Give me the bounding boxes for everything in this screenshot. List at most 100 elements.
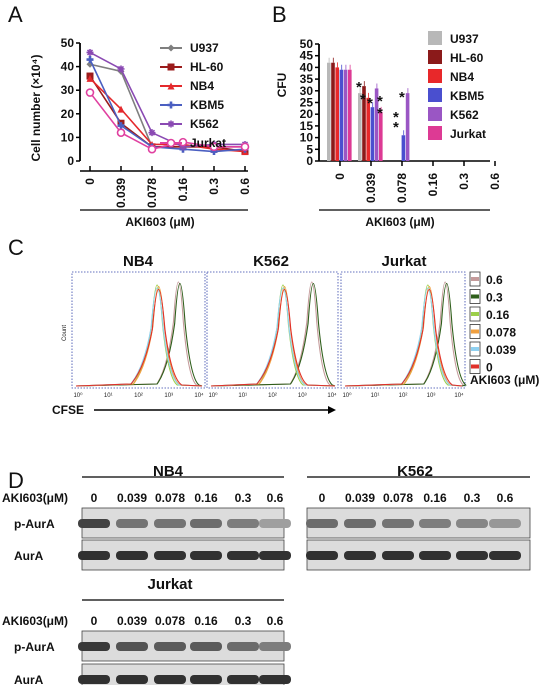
bar-nb4	[335, 67, 339, 161]
p-aura-band	[344, 519, 376, 528]
marker-triangle	[117, 105, 125, 113]
dose-label: 0.16	[423, 491, 447, 505]
aura-band	[456, 551, 488, 560]
flow-x-tick-label: 10³	[298, 393, 307, 399]
series-line	[89, 92, 245, 151]
legend-label-a: HL-60	[190, 60, 224, 74]
dose-label: 0.16	[194, 614, 218, 628]
aura-band	[227, 551, 259, 560]
x-tick-label-b: 0.3	[457, 173, 471, 190]
flow-title-nb4: NB4	[123, 253, 154, 270]
legend-label-a: NB4	[190, 79, 214, 93]
flow-histogram-curve	[344, 288, 463, 387]
flow-x-tick-label: 10⁴	[454, 392, 464, 399]
ylabel-a: Cell number (×10⁴)	[29, 55, 43, 162]
aura-band	[489, 551, 521, 560]
flow-histogram-curve	[210, 287, 336, 387]
band-label: AurA	[14, 549, 44, 563]
marker-triangle	[86, 74, 94, 82]
legend-label-b: HL-60	[450, 51, 484, 65]
p-aura-band	[154, 642, 186, 651]
flow-legend-title: AKI603 (μM)	[470, 373, 539, 387]
flow-ylabel: Count	[62, 325, 68, 341]
flow-histogram-curve	[344, 285, 463, 387]
y-tick-label-b: 45	[300, 49, 314, 63]
panel-label-c: C	[8, 235, 24, 260]
flow-frame	[206, 271, 339, 389]
band-label: p-AurA	[14, 640, 55, 654]
legend-label-a: U937	[190, 41, 219, 55]
x-tick-label-b: 0.16	[426, 173, 440, 197]
flow-histogram-curve	[75, 285, 203, 387]
legend-swatch-b	[428, 31, 442, 45]
aura-band	[116, 551, 148, 560]
aura-band	[227, 675, 259, 684]
marker-triangle	[167, 82, 175, 90]
flow-title-jurkat: Jurkat	[381, 253, 426, 270]
flow-histogram-curve	[344, 282, 467, 387]
flow-legend-label: 0.039	[486, 343, 516, 357]
y-tick-label-a: 50	[61, 36, 75, 50]
significance-star: *	[377, 105, 383, 122]
series-line	[89, 51, 245, 148]
y-tick-label-a: 0	[67, 154, 74, 168]
flow-legend-label: 0.6	[486, 273, 503, 287]
y-tick-label-a: 20	[61, 107, 75, 121]
bar-jurkat	[379, 111, 383, 161]
y-tick-label-b: 25	[300, 96, 314, 110]
y-tick-label-a: 40	[61, 60, 75, 74]
y-tick-label-b: 35	[300, 72, 314, 86]
legend-swatch-b	[428, 107, 442, 121]
significance-star: *	[360, 91, 366, 108]
dose-label: 0	[91, 491, 98, 505]
dose-label: 0.3	[464, 491, 481, 505]
flow-histogram-curve	[210, 285, 336, 387]
p-aura-band	[259, 642, 291, 651]
dose-row-label: AKI603(μM)	[2, 491, 68, 505]
aura-band	[78, 551, 110, 560]
marker-cross	[117, 122, 125, 130]
y-tick-label-b: 15	[300, 119, 314, 133]
dose-label: 0.6	[497, 491, 514, 505]
bar-k562	[405, 93, 410, 161]
xlabel-b: AKI603 (μM)	[365, 215, 434, 229]
flow-legend-label: 0.16	[486, 308, 510, 322]
blot-k562: 0 0.039 0.078 0.16 0.3 0.6	[306, 476, 531, 571]
dose-row-label: AKI603(μM)	[2, 614, 68, 628]
y-tick-label-b: 30	[300, 84, 314, 98]
legend-swatch-b	[428, 69, 442, 83]
aura-band	[154, 675, 186, 684]
flow-histogram-curve	[210, 282, 336, 387]
x-tick-label-b: 0.039	[364, 173, 378, 203]
significance-star: *	[393, 109, 399, 126]
x-tick-label-a: 0	[83, 178, 97, 185]
bar-u937	[327, 62, 331, 161]
ylabel-b: CFU	[275, 73, 289, 98]
bar-k562	[343, 69, 348, 161]
dose-label: 0.6	[267, 491, 284, 505]
flow-x-tick-label: 10⁰	[342, 392, 352, 399]
aura-band	[190, 675, 222, 684]
aura-band	[382, 551, 414, 560]
y-tick-label-a: 30	[61, 83, 75, 97]
flow-histogram-curve	[75, 287, 203, 387]
aura-band	[154, 551, 186, 560]
legend-label-a: Jurkat	[190, 136, 226, 150]
flow-x-tick-label: 10²	[399, 393, 408, 399]
p-aura-band	[78, 519, 110, 528]
line-chart-cell-number: Cell number (×10⁴) AKI603 (μM) 0 10 20 30 40…	[29, 36, 252, 229]
flow-panel-jurkat: 10⁰ 10¹ 10² 10³ 10⁴	[340, 271, 467, 399]
flow-histogram-curve	[344, 281, 465, 387]
flow-x-tick-label: 10²	[268, 393, 277, 399]
y-tick-label-a: 10	[61, 130, 75, 144]
blot-jurkat: AKI603(μM) 0 0.039 0.078 0.16 0.3 0.6 p-AurA Aur…	[2, 599, 291, 685]
flow-panel-nb4: 10⁰ 10¹ 10² 10³ 10⁴	[71, 271, 206, 399]
dose-label: 0.039	[345, 491, 375, 505]
flow-panel-k562: 10⁰ 10¹ 10² 10³ 10⁴	[206, 271, 339, 399]
p-aura-band	[154, 519, 186, 528]
x-tick-label-a: 0.6	[238, 178, 252, 195]
p-aura-band	[227, 519, 259, 528]
p-aura-band	[190, 519, 222, 528]
y-tick-label-b: 0	[306, 154, 313, 168]
aura-band	[190, 551, 222, 560]
